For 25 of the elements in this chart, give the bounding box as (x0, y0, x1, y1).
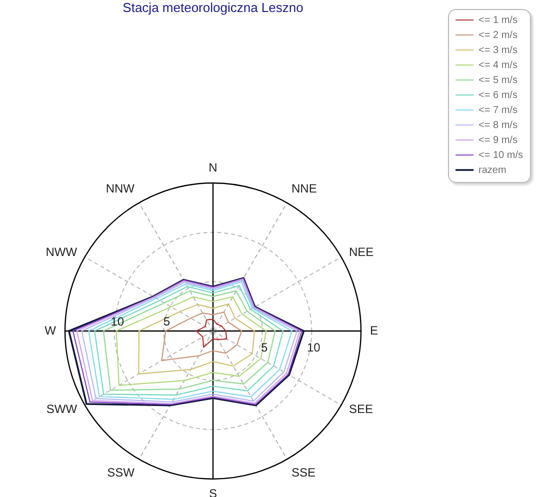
spoke-label: S (208, 486, 218, 497)
spoke-label: NEE (348, 244, 374, 259)
spoke-label: W (44, 323, 57, 338)
spoke-label: SWW (46, 402, 78, 416)
spoke-label: E (370, 323, 378, 338)
legend-label: <= 10 m/s (478, 150, 523, 161)
legend-label: <= 7 m/s (478, 104, 518, 116)
legend-label: <= 4 m/s (478, 60, 518, 71)
spoke-label: SEE (348, 402, 373, 416)
spoke-label: NWW (46, 244, 78, 259)
legend-label: <= 2 m/s (478, 30, 518, 41)
spoke-label: N (208, 160, 218, 174)
spoke-label: SSW (107, 465, 136, 480)
chart-title: Stacja meteorologiczna Leszno (122, 0, 304, 16)
legend-label: <= 9 m/s (478, 134, 518, 146)
legend-label: <= 5 m/s (478, 74, 518, 86)
legend-label: <= 6 m/s (478, 90, 518, 101)
legend-label: razem (478, 164, 506, 176)
legend-label: <= 3 m/s (478, 44, 518, 56)
text: 10 (306, 340, 321, 354)
spoke-label: SSE (292, 465, 316, 480)
legend-label: <= 8 m/s (478, 120, 518, 131)
spoke-label: NNE (292, 181, 317, 196)
spoke-label: NNW (106, 181, 136, 196)
legend-label: <= 1 m/s (478, 14, 518, 26)
